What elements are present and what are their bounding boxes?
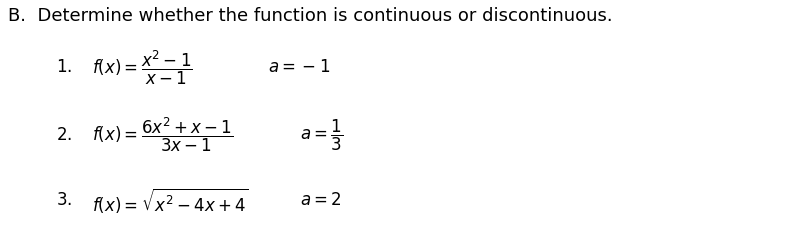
Text: $a = 2$: $a = 2$ <box>300 191 342 209</box>
Text: $f(x) = \sqrt{x^2 - 4x + 4}$: $f(x) = \sqrt{x^2 - 4x + 4}$ <box>92 186 249 214</box>
Text: $a = -1$: $a = -1$ <box>268 59 330 76</box>
Text: $a = \dfrac{1}{3}$: $a = \dfrac{1}{3}$ <box>300 117 343 153</box>
Text: $f(x) = \dfrac{6x^2+x-1}{3x-1}$: $f(x) = \dfrac{6x^2+x-1}{3x-1}$ <box>92 116 234 154</box>
Text: $f(x) = \dfrac{x^2-1}{x-1}$: $f(x) = \dfrac{x^2-1}{x-1}$ <box>92 48 193 87</box>
Text: B.  Determine whether the function is continuous or discontinuous.: B. Determine whether the function is con… <box>8 7 613 25</box>
Text: $2.$: $2.$ <box>56 126 72 144</box>
Text: $3.$: $3.$ <box>56 191 72 209</box>
Text: $1.$: $1.$ <box>56 59 72 76</box>
